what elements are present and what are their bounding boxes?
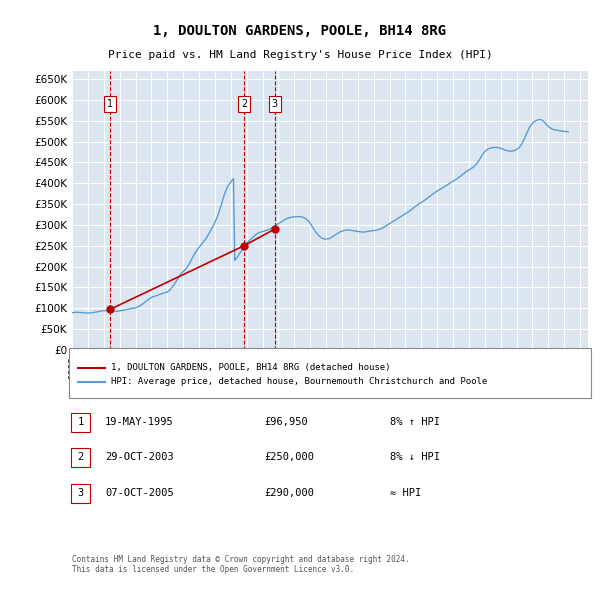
Text: 1: 1 <box>107 99 113 109</box>
Text: £250,000: £250,000 <box>264 453 314 462</box>
Text: 8% ↑ HPI: 8% ↑ HPI <box>390 417 440 427</box>
Text: 29-OCT-2003: 29-OCT-2003 <box>105 453 174 462</box>
Text: 8% ↓ HPI: 8% ↓ HPI <box>390 453 440 462</box>
Text: Contains HM Land Registry data © Crown copyright and database right 2024.
This d: Contains HM Land Registry data © Crown c… <box>72 555 410 574</box>
Text: 3: 3 <box>77 488 83 497</box>
Text: HPI: Average price, detached house, Bournemouth Christchurch and Poole: HPI: Average price, detached house, Bour… <box>111 377 487 386</box>
Text: 3: 3 <box>272 99 278 109</box>
Text: Price paid vs. HM Land Registry's House Price Index (HPI): Price paid vs. HM Land Registry's House … <box>107 50 493 60</box>
Text: 2: 2 <box>77 453 83 462</box>
Text: £96,950: £96,950 <box>264 417 308 427</box>
Text: 1, DOULTON GARDENS, POOLE, BH14 8RG: 1, DOULTON GARDENS, POOLE, BH14 8RG <box>154 24 446 38</box>
Text: ≈ HPI: ≈ HPI <box>390 488 421 497</box>
Text: 2: 2 <box>241 99 247 109</box>
Text: 19-MAY-1995: 19-MAY-1995 <box>105 417 174 427</box>
Text: 1, DOULTON GARDENS, POOLE, BH14 8RG (detached house): 1, DOULTON GARDENS, POOLE, BH14 8RG (det… <box>111 363 391 372</box>
Text: 1: 1 <box>77 417 83 427</box>
Text: £290,000: £290,000 <box>264 488 314 497</box>
Text: 07-OCT-2005: 07-OCT-2005 <box>105 488 174 497</box>
